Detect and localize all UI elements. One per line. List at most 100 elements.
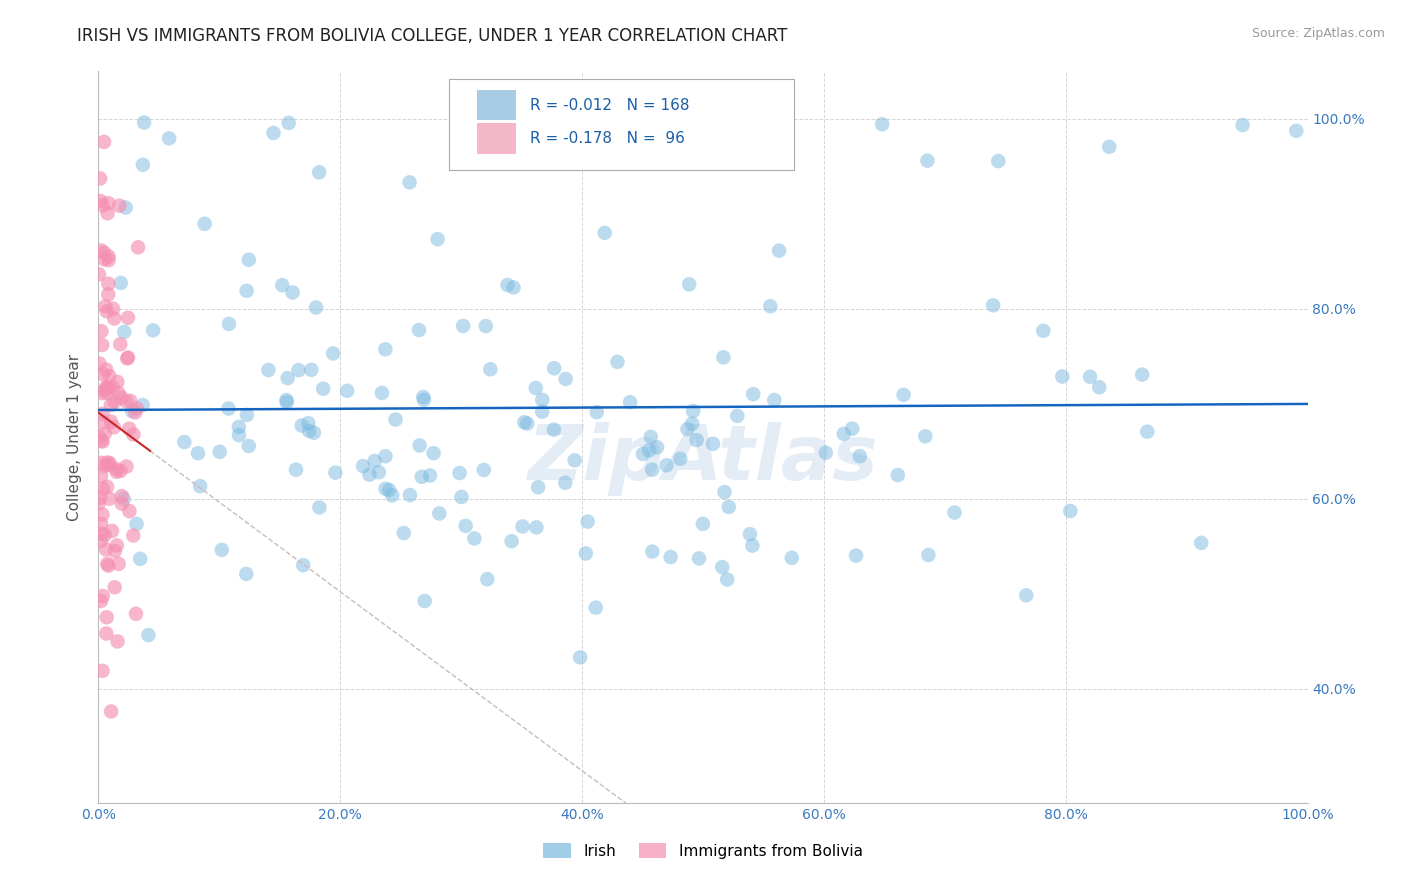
Point [218,401,240,416]
Point [554,372,576,386]
Point [917,548,939,562]
Point [763,392,786,407]
Point [157,131,180,145]
Point [845,549,868,563]
Point [101,301,124,316]
Point [129,551,152,566]
Point [105,538,128,552]
Point [427,507,450,521]
Point [408,438,430,452]
Point [987,154,1010,169]
Point [374,449,396,463]
Point [97,196,120,211]
Point [1052,369,1074,384]
Point [659,549,682,564]
Point [496,277,519,292]
Point [298,424,321,438]
Point [378,483,401,497]
Point [472,463,495,477]
Point [713,351,735,365]
Point [1098,140,1121,154]
Point [104,544,127,558]
Point [188,479,211,493]
Point [710,126,733,140]
Point [90,434,112,448]
Point [576,515,599,529]
Point [682,404,704,418]
Point [1088,380,1111,394]
Point [90,469,112,483]
Point [426,232,449,246]
Point [638,443,661,458]
Point [702,437,724,451]
Point [97,277,120,291]
Point [738,527,761,541]
Point [91,386,114,401]
Point [94,383,117,397]
Point [543,423,565,437]
Point [893,388,915,402]
Point [291,418,314,433]
Point [527,480,550,494]
Point [367,465,389,479]
Point [277,371,299,385]
Point [118,504,141,518]
Text: IRISH VS IMMIGRANTS FROM BOLIVIA COLLEGE, UNDER 1 YEAR CORRELATION CHART: IRISH VS IMMIGRANTS FROM BOLIVIA COLLEGE… [77,27,787,45]
Point [105,375,128,389]
Point [308,165,330,179]
Point [312,382,335,396]
Point [132,158,155,172]
Point [110,464,132,478]
Point [292,558,315,573]
Bar [477,89,516,120]
Point [122,528,145,542]
Point [422,446,444,460]
Point [526,520,548,534]
Point [299,363,322,377]
Point [411,470,433,484]
Point [90,456,112,470]
Point [569,650,592,665]
Point [96,610,118,624]
Point [103,311,125,326]
Point [173,435,195,450]
Point [475,319,498,334]
Point [1285,124,1308,138]
Point [725,409,748,423]
Point [104,394,127,409]
Point [676,422,699,436]
Point [392,526,415,541]
Point [124,405,146,419]
Point [502,280,524,294]
Text: R = -0.012   N = 168: R = -0.012 N = 168 [530,97,689,112]
Point [117,310,139,325]
Point [374,482,396,496]
Point [97,558,120,573]
Point [96,557,118,571]
Point [308,500,330,515]
Point [94,362,117,376]
Point [413,392,436,407]
Point [814,446,837,460]
Point [477,572,499,586]
Point [543,361,565,376]
Point [142,323,165,337]
Point [1136,425,1159,439]
Point [91,482,114,496]
Point [1232,118,1254,132]
Point [108,199,131,213]
Point [381,488,404,502]
Point [110,391,132,405]
Point [96,626,118,640]
Point [678,277,700,292]
Point [780,550,803,565]
Text: Source: ZipAtlas.com: Source: ZipAtlas.com [1251,27,1385,40]
Point [97,253,120,268]
Point [352,459,374,474]
Point [1189,536,1212,550]
Legend: Irish, Immigrants from Bolivia: Irish, Immigrants from Bolivia [537,837,869,864]
Point [1015,588,1038,602]
Point [91,407,114,421]
Point [263,126,285,140]
Point [841,422,863,436]
